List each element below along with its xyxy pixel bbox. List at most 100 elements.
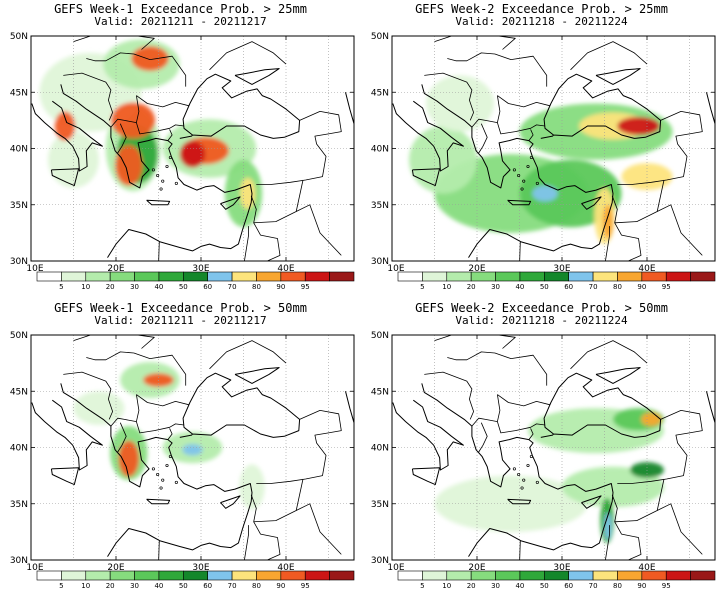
colorbar-label: 40 [154, 283, 163, 291]
lat-tick-label: 45N [10, 387, 28, 397]
colorbar-label: 30 [130, 283, 139, 291]
colorbar-label: 50 [179, 582, 188, 590]
lat-tick-label: 40N [371, 145, 389, 155]
colorbar-label: 80 [252, 582, 261, 590]
probability-area [179, 140, 206, 168]
lon-tick-label: 40E [638, 563, 655, 573]
colorbar: 5 10 20 30 40 50 60 70 80 90 95 [397, 271, 716, 291]
colorbar: 5 10 20 30 40 50 60 70 80 90 95 [36, 271, 355, 291]
colorbar-swatch [158, 570, 184, 581]
colorbar-label: 60 [203, 283, 212, 291]
colorbar-label: 30 [130, 582, 139, 590]
colorbar-swatch [397, 271, 423, 282]
lon-tick-label: 20E [468, 264, 485, 274]
probability-area [182, 444, 203, 456]
colorbar-label: 60 [564, 582, 573, 590]
panel-week2-50mm: GEFS Week-2 Exceedance Prob. > 50mm Vali… [361, 299, 722, 598]
colorbar-label: 80 [613, 283, 622, 291]
colorbar-label: 10 [442, 283, 451, 291]
colorbar-label: 5 [59, 582, 63, 590]
colorbar-swatch [641, 570, 667, 581]
lon-tick-label: 30E [553, 563, 570, 573]
colorbar-swatch [544, 570, 569, 581]
colorbar-swatch [495, 570, 521, 581]
lon-tick-label: 20E [107, 563, 124, 573]
lat-tick-label: 30N [371, 556, 389, 566]
colorbar-swatch [470, 570, 496, 581]
colorbar-label: 90 [637, 283, 646, 291]
colorbar-label: 90 [276, 582, 285, 590]
colorbar-swatch [329, 271, 355, 282]
colorbar: 5 10 20 30 40 50 60 70 80 90 95 [36, 570, 355, 590]
probability-area [602, 204, 613, 239]
colorbar-swatch [446, 570, 472, 581]
colorbar-swatch [85, 570, 111, 581]
lat-tick-label: 45N [371, 88, 389, 98]
colorbar-label: 50 [179, 283, 188, 291]
colorbar-swatch [183, 271, 208, 282]
panel-title: GEFS Week-2 Exceedance Prob. > 50mm [415, 301, 668, 315]
colorbar-label: 95 [662, 582, 671, 590]
lon-tick-label: 20E [107, 264, 124, 274]
coastlines [392, 36, 715, 261]
colorbar-label: 50 [540, 283, 549, 291]
colorbar-label: 10 [81, 582, 90, 590]
colorbar-label: 10 [442, 582, 451, 590]
lon-tick-label: 40E [638, 264, 655, 274]
colorbar-swatch [422, 271, 448, 282]
colorbar-label: 30 [491, 582, 500, 590]
lon-tick-label: 40E [277, 264, 294, 274]
probability-area [532, 185, 558, 202]
lon-tick-label: 30E [192, 563, 209, 573]
colorbar-label: 95 [662, 283, 671, 291]
map-chart: 10E 20E 30E 40E 50N 45N 40N 35N 30N 5 10 20 30 40 50 60… [10, 331, 355, 590]
probability-area [110, 102, 156, 139]
lon-tick-label: 10E [387, 264, 404, 274]
colorbar-swatch [495, 271, 521, 282]
colorbar-label: 20 [467, 582, 476, 590]
probability-area [118, 440, 139, 477]
panel-title: GEFS Week-1 Exceedance Prob. > 25mm [54, 2, 307, 16]
panel-week1-25mm: GEFS Week-1 Exceedance Prob. > 25mm Vali… [0, 0, 361, 299]
colorbar-swatch [109, 570, 135, 581]
panel-valid-dates: Valid: 20211211 - 20211217 [94, 15, 267, 28]
panel-title: GEFS Week-1 Exceedance Prob. > 50mm [54, 301, 307, 315]
probability-area [409, 126, 477, 194]
lat-tick-label: 50N [371, 32, 389, 42]
colorbar-label: 80 [613, 582, 622, 590]
panel-week1-50mm: GEFS Week-1 Exceedance Prob. > 50mm Vali… [0, 299, 361, 598]
probability-field [73, 362, 265, 510]
colorbar-label: 5 [59, 283, 63, 291]
colorbar-swatch [61, 271, 87, 282]
colorbar-swatch [422, 570, 448, 581]
lat-tick-label: 50N [10, 331, 28, 341]
colorbar-label: 20 [106, 582, 115, 590]
colorbar-swatch [568, 271, 594, 282]
colorbar-swatch [280, 271, 306, 282]
colorbar-swatch [61, 570, 87, 581]
probability-area [617, 117, 660, 135]
colorbar-swatch [109, 271, 135, 282]
colorbar-label: 60 [203, 582, 212, 590]
colorbar-swatch [690, 271, 716, 282]
colorbar-label: 70 [589, 283, 598, 291]
lat-tick-label: 50N [10, 32, 28, 42]
colorbar-label: 70 [228, 283, 237, 291]
lat-tick-label: 35N [371, 500, 389, 510]
lat-tick-label: 35N [371, 201, 389, 211]
colorbar-label: 90 [637, 582, 646, 590]
colorbar-label: 40 [515, 283, 524, 291]
colorbar-label: 95 [301, 283, 310, 291]
lat-tick-label: 35N [10, 500, 28, 510]
colorbar-label: 40 [154, 582, 163, 590]
lat-tick-label: 45N [10, 88, 28, 98]
probability-area [641, 412, 662, 427]
probability-area [239, 464, 265, 510]
coastlines [31, 36, 354, 261]
colorbar-swatch [85, 271, 111, 282]
colorbar-swatch [231, 570, 257, 581]
colorbar-label: 20 [106, 283, 115, 291]
probability-area [115, 145, 143, 186]
lon-tick-label: 20E [468, 563, 485, 573]
colorbar-label: 95 [301, 582, 310, 590]
